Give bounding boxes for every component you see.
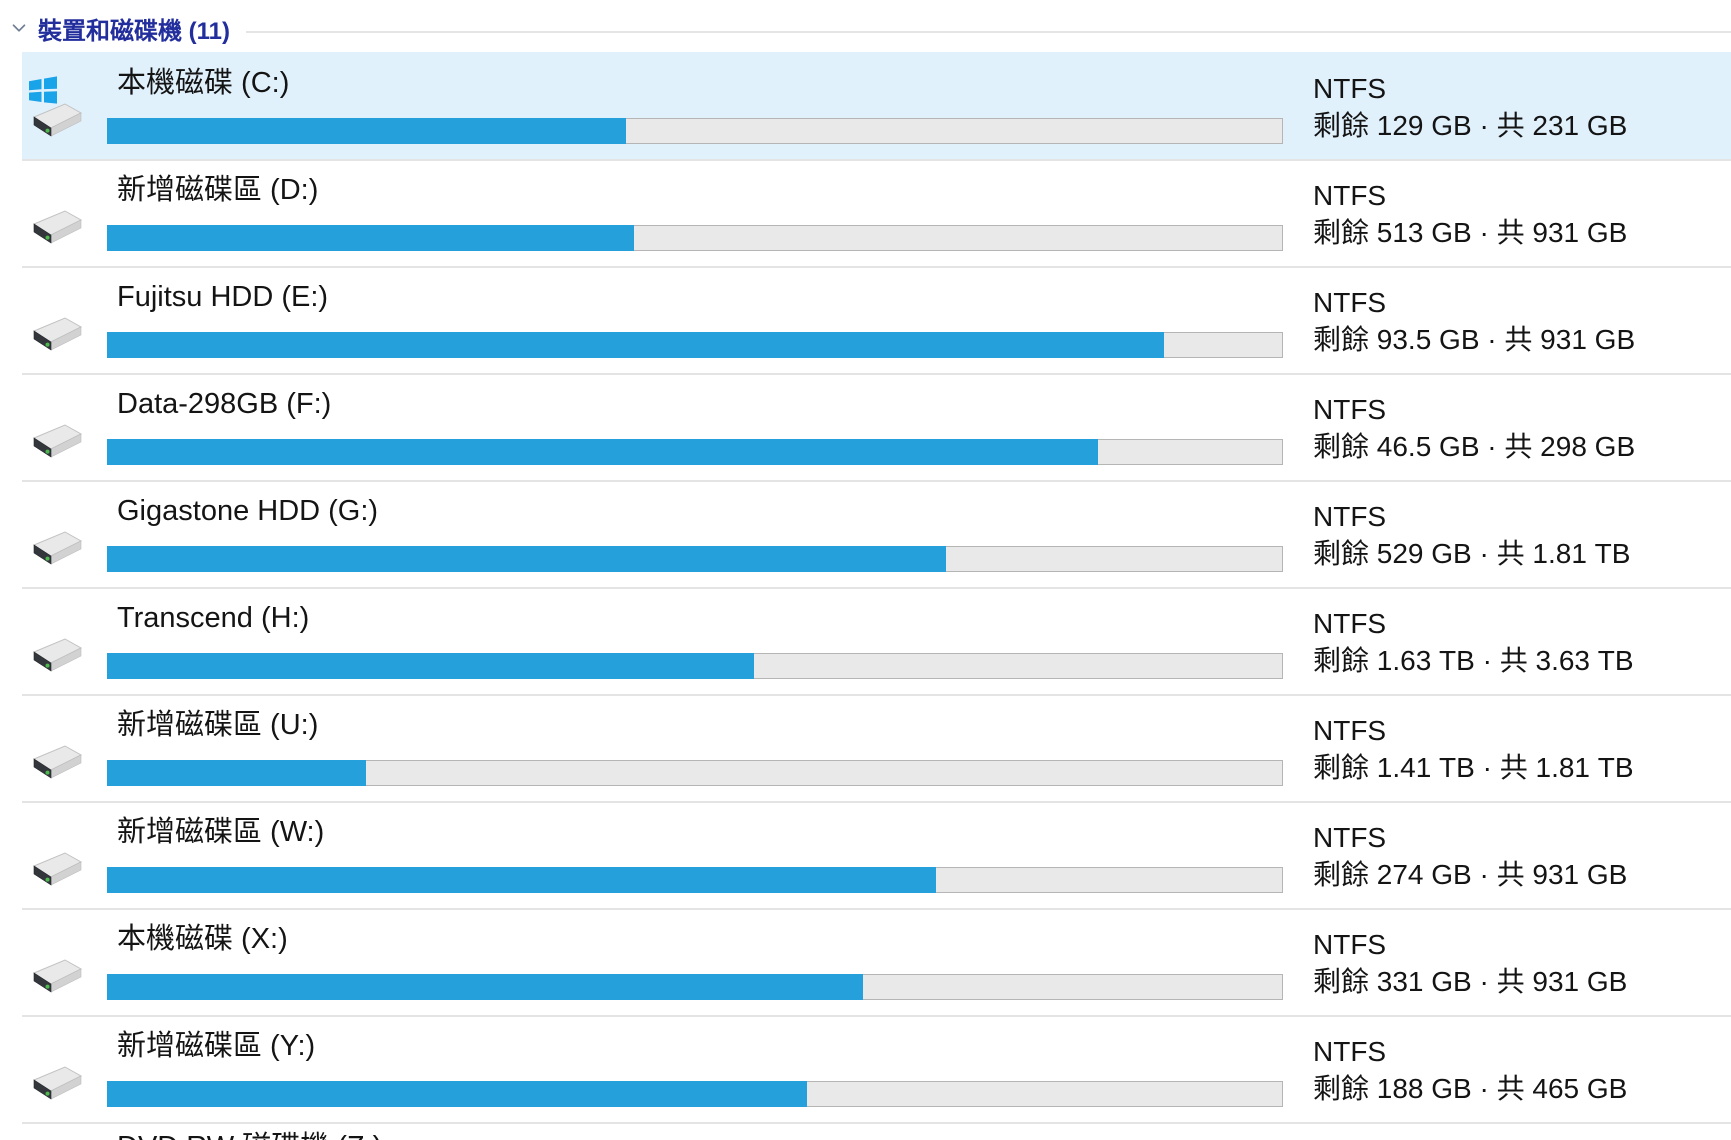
drive-info: NTFS 剩餘 46.5 GB · 共 298 GB [1313, 391, 1635, 465]
capacity-bar-fill [107, 439, 1098, 465]
filesystem-label: NTFS [1313, 180, 1387, 211]
free-space-label: 剩餘 46.5 GB · 共 298 GB [1313, 431, 1636, 462]
capacity-bar [107, 225, 1283, 251]
capacity-bar [107, 118, 1283, 144]
drive-icon [26, 932, 88, 1004]
drive-row[interactable]: Data-298GB (F:) NTFS 剩餘 46.5 GB · 共 298 … [0, 373, 1731, 480]
drive-row[interactable]: Transcend (H:) NTFS 剩餘 1.63 TB · 共 3.63 … [0, 587, 1731, 694]
hard-drive-icon [32, 959, 83, 993]
drive-icon [26, 290, 88, 362]
drive-info: NTFS 剩餘 1.41 TB · 共 1.81 TB [1313, 712, 1634, 786]
drive-name: DVD RW 磁碟機 (Z:) [117, 1130, 382, 1140]
capacity-bar-fill [107, 332, 1164, 358]
drive-row[interactable]: Gigastone HDD (G:) NTFS 剩餘 529 GB · 共 1.… [0, 480, 1731, 587]
hard-drive-icon [32, 210, 83, 244]
drive-info: NTFS 剩餘 93.5 GB · 共 931 GB [1313, 284, 1635, 358]
capacity-bar-fill [107, 653, 754, 679]
capacity-bar [107, 653, 1283, 679]
drive-icon [26, 397, 88, 469]
drive-info: NTFS 剩餘 1.63 TB · 共 3.63 TB [1313, 605, 1634, 679]
hard-drive-icon [32, 424, 83, 458]
drive-row[interactable]: 本機磁碟 (C:) NTFS 剩餘 129 GB · 共 231 GB [0, 52, 1731, 159]
drive-name: Gigastone HDD (G:) [117, 495, 379, 527]
capacity-bar-fill [107, 974, 864, 1000]
free-space-label: 剩餘 529 GB · 共 1.81 TB [1313, 538, 1631, 569]
drive-name: 新增磁碟區 (W:) [117, 816, 325, 848]
capacity-bar [107, 439, 1283, 465]
group-header-rule [246, 31, 1731, 33]
drive-row[interactable]: 本機磁碟 (X:) NTFS 剩餘 331 GB · 共 931 GB [0, 908, 1731, 1015]
drive-icon [26, 504, 88, 576]
drive-row[interactable]: 新增磁碟區 (U:) NTFS 剩餘 1.41 TB · 共 1.81 TB [0, 694, 1731, 801]
drive-name: Transcend (H:) [117, 602, 310, 634]
hard-drive-icon [32, 852, 83, 886]
drive-info: NTFS 剩餘 529 GB · 共 1.81 TB [1313, 498, 1630, 572]
drive-icon [26, 718, 88, 790]
filesystem-label: NTFS [1313, 73, 1387, 104]
drive-icon [26, 1039, 88, 1111]
filesystem-label: NTFS [1313, 1036, 1387, 1067]
filesystem-label: NTFS [1313, 501, 1387, 532]
free-space-label: 剩餘 513 GB · 共 931 GB [1313, 217, 1628, 248]
drive-info: NTFS 剩餘 331 GB · 共 931 GB [1313, 926, 1627, 1000]
capacity-bar-fill [107, 546, 947, 572]
capacity-bar-fill [107, 1081, 807, 1107]
drive-row[interactable]: Fujitsu HDD (E:) NTFS 剩餘 93.5 GB · 共 931… [0, 266, 1731, 373]
hard-drive-icon [32, 638, 83, 672]
filesystem-label: NTFS [1313, 822, 1387, 853]
free-space-label: 剩餘 274 GB · 共 931 GB [1313, 859, 1628, 890]
capacity-bar-fill [107, 118, 626, 144]
hard-drive-icon [32, 103, 83, 137]
free-space-label: 剩餘 1.41 TB · 共 1.81 TB [1313, 752, 1634, 783]
hard-drive-icon [32, 745, 83, 779]
drive-name: 本機磁碟 (X:) [117, 923, 288, 955]
windows-logo-icon [29, 76, 57, 104]
drive-info: NTFS 剩餘 513 GB · 共 931 GB [1313, 177, 1627, 251]
drive-row[interactable]: 新增磁碟區 (Y:) NTFS 剩餘 188 GB · 共 465 GB [0, 1015, 1731, 1122]
filesystem-label: NTFS [1313, 394, 1387, 425]
drive-icon [26, 825, 88, 897]
chevron-down-icon[interactable] [8, 17, 30, 39]
drive-row[interactable]: 新增磁碟區 (W:) NTFS 剩餘 274 GB · 共 931 GB [0, 801, 1731, 908]
free-space-label: 剩餘 331 GB · 共 931 GB [1313, 966, 1628, 997]
capacity-bar-fill [107, 225, 635, 251]
drive-row[interactable]: DVD RW 磁碟機 (Z:) [0, 1122, 1731, 1140]
drive-icon [26, 183, 88, 255]
filesystem-label: NTFS [1313, 287, 1387, 318]
drive-icon [26, 611, 88, 683]
capacity-bar-fill [107, 760, 367, 786]
capacity-bar [107, 332, 1283, 358]
free-space-label: 剩餘 188 GB · 共 465 GB [1313, 1073, 1628, 1104]
drive-info: NTFS 剩餘 129 GB · 共 231 GB [1313, 70, 1627, 144]
drive-info: NTFS 剩餘 188 GB · 共 465 GB [1313, 1033, 1627, 1107]
capacity-bar [107, 867, 1283, 893]
drive-name: 新增磁碟區 (Y:) [117, 1030, 316, 1062]
filesystem-label: NTFS [1313, 929, 1387, 960]
capacity-bar [107, 974, 1283, 1000]
hard-drive-icon [32, 1066, 83, 1100]
group-header: 裝置和磁碟機 (11) [8, 12, 1731, 45]
free-space-label: 剩餘 129 GB · 共 231 GB [1313, 110, 1628, 141]
drive-name: 本機磁碟 (C:) [117, 67, 290, 99]
filesystem-label: NTFS [1313, 608, 1387, 639]
free-space-label: 剩餘 93.5 GB · 共 931 GB [1313, 324, 1636, 355]
drive-name: 新增磁碟區 (D:) [117, 174, 319, 206]
capacity-bar [107, 1081, 1283, 1107]
capacity-bar-fill [107, 867, 936, 893]
drive-row[interactable]: 新增磁碟區 (D:) NTFS 剩餘 513 GB · 共 931 GB [0, 159, 1731, 266]
drive-name: Fujitsu HDD (E:) [117, 281, 329, 313]
drive-list: 本機磁碟 (C:) NTFS 剩餘 129 GB · 共 231 GB 新增磁碟… [0, 52, 1731, 1140]
drive-name: Data-298GB (F:) [117, 388, 332, 420]
capacity-bar [107, 546, 1283, 572]
filesystem-label: NTFS [1313, 715, 1387, 746]
drive-name: 新增磁碟區 (U:) [117, 709, 319, 741]
drive-icon [26, 76, 88, 148]
free-space-label: 剩餘 1.63 TB · 共 3.63 TB [1313, 645, 1634, 676]
hard-drive-icon [32, 531, 83, 565]
group-title[interactable]: 裝置和磁碟機 (11) [38, 17, 231, 45]
drive-info: NTFS 剩餘 274 GB · 共 931 GB [1313, 819, 1627, 893]
capacity-bar [107, 760, 1283, 786]
hard-drive-icon [32, 317, 83, 351]
